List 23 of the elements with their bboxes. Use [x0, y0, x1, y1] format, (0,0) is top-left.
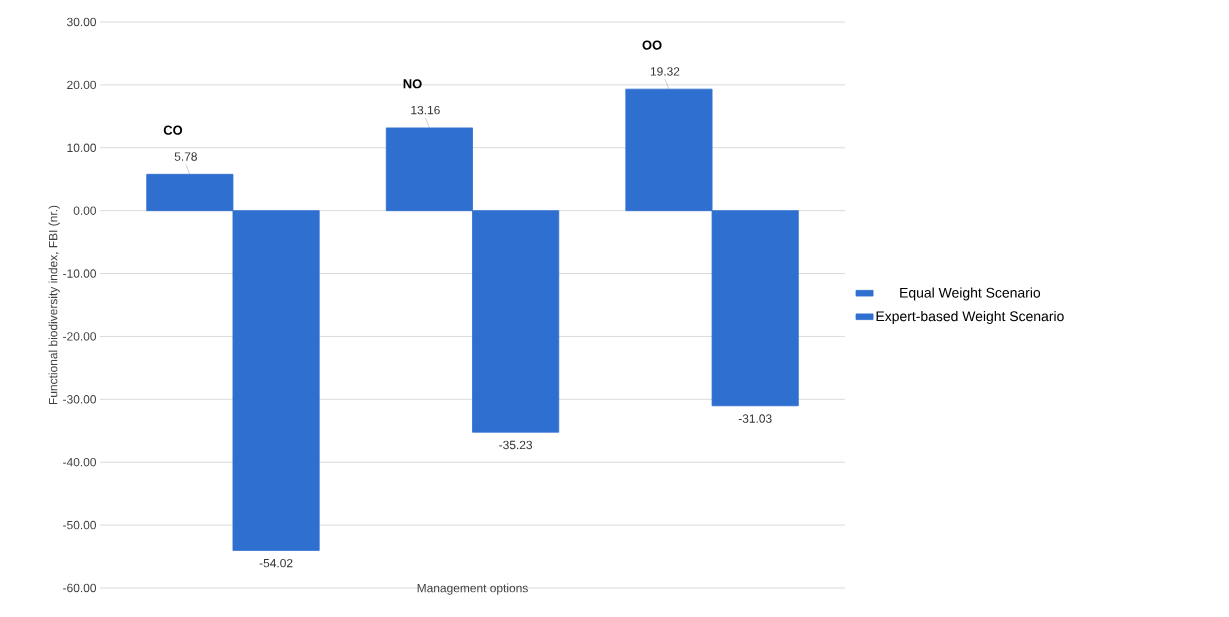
x-tick-label: OO [642, 40, 662, 50]
y-tick-label: 0.00 [73, 206, 97, 215]
data-label: -31.03 [738, 414, 772, 423]
y-axis-title: Functional biodiversity index, FBI (nr.) [48, 205, 60, 404]
data-label: 19.32 [650, 67, 680, 76]
x-tick-label: NO [403, 79, 422, 89]
x-tick-label: CO [163, 125, 183, 135]
y-tick-label: -30.00 [63, 395, 97, 404]
y-tick-label: -40.00 [63, 457, 97, 467]
data-label: -35.23 [499, 440, 533, 450]
data-label: 5.78 [174, 152, 197, 161]
y-tick-label: 10.00 [67, 143, 97, 152]
y-tick-label: 30.00 [67, 17, 97, 27]
y-tick-label: -60.00 [63, 583, 97, 593]
y-tick-label: -10.00 [63, 269, 97, 278]
y-tick-label: -20.00 [63, 332, 97, 341]
legend-label: Equal Weight Scenario [900, 287, 1041, 301]
data-label: 13.16 [411, 105, 440, 115]
y-tick-label: 20.00 [67, 80, 97, 90]
legend-label: Expert-based Weight Scenario [876, 310, 1064, 324]
y-tick-label: -50.00 [63, 520, 97, 530]
x-axis-title: Management options [417, 583, 528, 595]
data-label: -54.02 [259, 558, 293, 568]
